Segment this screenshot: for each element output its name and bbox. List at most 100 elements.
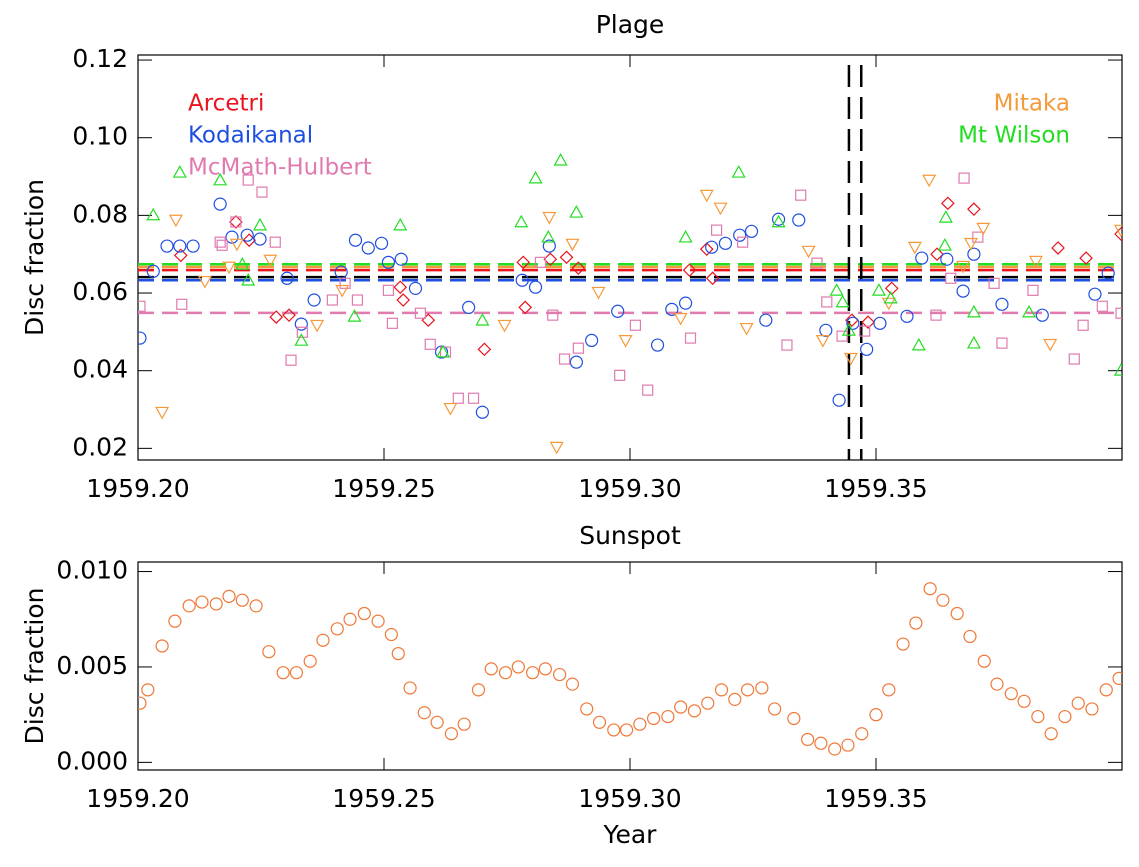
point [475,312,490,326]
point [225,230,239,244]
point [936,593,950,607]
point [744,224,759,238]
point [665,302,679,316]
point [988,277,1000,289]
point [528,170,543,184]
point [263,254,278,268]
point [1051,241,1065,255]
point [819,323,833,337]
point [528,280,543,294]
point [841,323,856,336]
point [477,342,492,357]
point [661,709,675,724]
point [347,309,362,322]
point [841,738,855,752]
point [963,237,978,251]
legend-entry: Kodaikanal [188,123,313,149]
point [829,283,844,296]
legend-entry: Mitaka [994,91,1070,117]
point [1027,284,1039,296]
point [457,717,471,731]
point [684,332,697,344]
point [909,616,923,630]
point [141,683,155,697]
point [569,355,583,369]
point [1101,266,1115,280]
point [173,248,188,263]
point [843,352,858,366]
point [571,261,586,276]
point [828,742,842,756]
point [771,214,786,228]
point [1115,307,1122,319]
y-tick-label: 0.06 [72,277,128,306]
point [525,666,540,680]
point [699,189,714,203]
point [214,236,226,248]
point [294,317,308,331]
point [1085,702,1099,716]
point [759,313,773,327]
point [1113,363,1122,376]
point [229,238,244,252]
point [940,252,954,266]
point [846,316,860,330]
point [515,273,529,287]
point [911,337,926,351]
point [728,692,742,706]
point [795,189,807,201]
point [995,297,1009,311]
point [396,293,411,307]
point [1031,709,1045,724]
point [565,238,580,252]
point [569,205,584,218]
point [787,711,801,726]
point [882,683,896,697]
point [930,309,942,321]
point [896,637,910,651]
point [710,224,723,236]
point [471,683,486,697]
point [945,272,957,284]
point [1088,287,1102,301]
point [403,681,417,695]
y-axis-label: Disc fraction [20,588,49,745]
point [592,715,607,729]
point [755,681,769,695]
point [907,241,922,255]
point [733,228,747,242]
point [611,304,625,318]
y-tick-label: 0.04 [72,355,128,384]
point [213,197,227,211]
point [1096,300,1108,312]
point [814,736,828,750]
point [391,646,405,661]
point [937,238,952,251]
point [475,405,489,419]
point [815,335,830,348]
point [836,330,848,342]
point [549,441,564,455]
point [580,702,594,716]
point [381,255,396,269]
point [155,406,170,420]
point [241,272,256,286]
point [565,677,580,691]
point [714,683,729,697]
point [285,354,297,366]
point [516,255,531,270]
point [1113,224,1122,238]
point [607,723,621,737]
point [310,319,325,333]
point [434,345,449,359]
point [553,152,568,166]
panel-title: Sunspot [579,521,681,550]
point [240,228,254,242]
point [884,281,899,296]
plot-area [138,65,1122,460]
point [382,284,395,296]
point [673,312,688,326]
point [386,317,398,329]
point [421,313,436,328]
